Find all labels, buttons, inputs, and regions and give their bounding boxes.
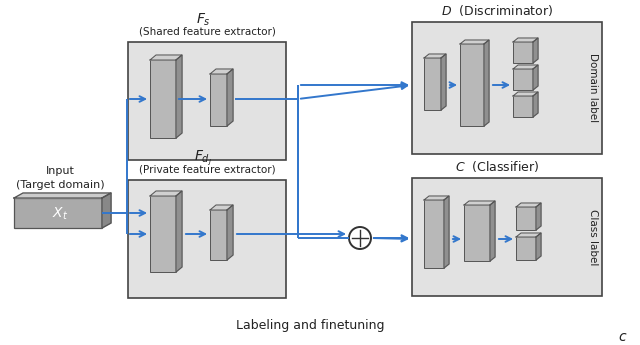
Polygon shape [150,191,182,196]
Bar [516,237,536,260]
Bar [424,200,444,268]
Polygon shape [513,38,538,42]
Polygon shape [516,203,541,207]
Polygon shape [533,65,538,90]
Polygon shape [536,233,541,260]
Bar [128,180,286,298]
Polygon shape [484,40,489,126]
Polygon shape [513,65,538,69]
Bar [460,44,484,126]
Text: $D$  (Discriminator): $D$ (Discriminator) [441,3,553,19]
Bar [14,198,102,228]
Text: $F_{d_J}$: $F_{d_J}$ [194,149,212,167]
Polygon shape [424,196,449,200]
Text: Class label: Class label [588,209,598,265]
Polygon shape [444,196,449,268]
Bar [516,207,536,230]
Polygon shape [536,203,541,230]
Polygon shape [513,92,538,96]
Bar [513,69,533,90]
Text: $X_t$: $X_t$ [52,206,68,222]
Bar [513,42,533,63]
Bar [464,205,490,261]
Bar [412,22,602,154]
Polygon shape [210,205,233,210]
Bar [424,58,441,110]
Text: Input
(Target domain): Input (Target domain) [16,166,104,190]
Text: (Private feature extractor): (Private feature extractor) [139,165,275,175]
Bar [210,210,227,260]
Bar [412,178,602,296]
Polygon shape [102,193,111,228]
Polygon shape [176,55,182,138]
Text: Domain label: Domain label [588,53,598,122]
Text: c: c [618,330,626,344]
Polygon shape [464,201,495,205]
Polygon shape [424,54,446,58]
Bar [150,196,176,272]
Polygon shape [150,55,182,60]
Polygon shape [533,92,538,117]
Circle shape [349,227,371,249]
Polygon shape [210,69,233,74]
Polygon shape [14,193,111,198]
Text: $C$  (Classifier): $C$ (Classifier) [455,159,540,175]
Bar [210,74,227,126]
Polygon shape [490,201,495,261]
Polygon shape [176,191,182,272]
Bar [513,96,533,117]
Polygon shape [227,69,233,126]
Polygon shape [441,54,446,110]
Text: Labeling and finetuning: Labeling and finetuning [236,319,384,333]
Bar [128,42,286,160]
Polygon shape [533,38,538,63]
Polygon shape [516,233,541,237]
Polygon shape [227,205,233,260]
Text: (Shared feature extractor): (Shared feature extractor) [139,27,275,37]
Text: $F_s$: $F_s$ [196,12,211,28]
Bar [150,60,176,138]
Polygon shape [460,40,489,44]
